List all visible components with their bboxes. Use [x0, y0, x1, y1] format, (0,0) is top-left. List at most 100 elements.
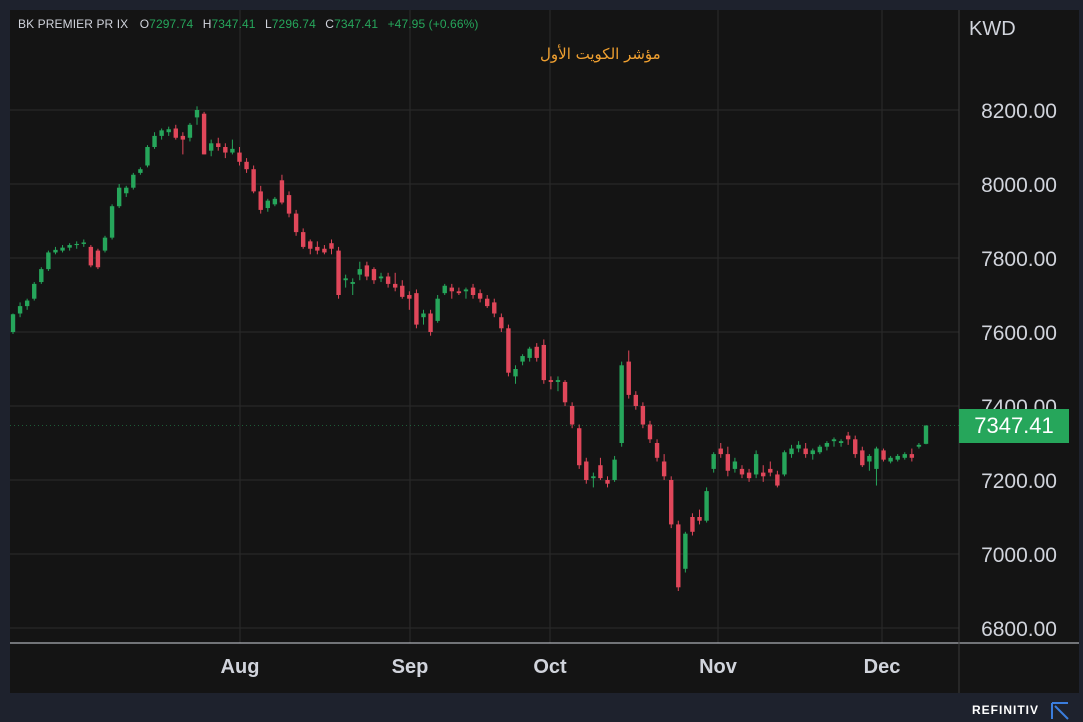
candle-up	[442, 285, 447, 294]
candle-up	[32, 283, 37, 299]
candle-up	[789, 448, 794, 455]
candle-up	[753, 454, 759, 475]
candle-up	[591, 476, 596, 479]
candle-up	[116, 187, 122, 207]
candle-down	[569, 406, 575, 425]
candle-down	[88, 246, 94, 266]
candle-up	[619, 365, 624, 443]
y-tick-label: 8000.00	[981, 174, 1057, 197]
candle-up	[350, 282, 355, 284]
candle-up	[782, 452, 787, 475]
candle-up	[838, 441, 844, 443]
candle-down	[95, 250, 101, 268]
open-value: 7297.74	[149, 17, 194, 31]
candle-up	[74, 243, 79, 246]
candle-down	[237, 152, 242, 162]
y-tick-label: 7800.00	[981, 248, 1057, 271]
candle-up	[131, 174, 136, 188]
candle-up	[138, 169, 143, 173]
candle-up	[683, 533, 688, 569]
low-value: 7296.74	[271, 17, 316, 31]
candle-down	[647, 424, 653, 440]
y-tick-label: 7600.00	[981, 322, 1057, 345]
candle-down	[336, 250, 341, 295]
high-label: H	[202, 17, 212, 31]
candle-down	[661, 461, 667, 477]
candle-down	[492, 302, 497, 314]
candle-up	[194, 110, 200, 118]
candle-down	[640, 406, 646, 425]
candle-up	[612, 459, 617, 480]
candle-up	[67, 245, 72, 248]
chart-frame: 6800.00 7000.00 7200.00 7400.00 7600.00 7800.…	[10, 10, 1079, 693]
x-tick-label: Nov	[699, 656, 738, 678]
candle-down	[180, 135, 186, 140]
candle-up	[357, 269, 362, 275]
currency-label: KWD	[969, 18, 1016, 40]
candle-up	[109, 206, 115, 238]
candlestick-chart[interactable]: 6800.007000.007200.007400.007600.007800.…	[10, 10, 1079, 693]
candle-down	[548, 380, 554, 382]
close-label: C	[325, 17, 335, 31]
last-price-badge: 7347.41	[959, 409, 1069, 443]
candle-up	[53, 249, 58, 253]
candle-up	[421, 313, 426, 318]
candle-down	[300, 232, 306, 247]
candle-down	[477, 293, 483, 299]
candle-down	[456, 291, 462, 294]
x-tick-label: Dec	[864, 656, 901, 678]
candle-down	[293, 213, 299, 233]
change-value: +47.95 (+0.66%)	[387, 17, 479, 31]
candle-up	[916, 444, 922, 447]
candle-up	[39, 269, 44, 283]
candle-down	[364, 265, 370, 277]
candle-down	[173, 128, 178, 138]
candle-down	[633, 394, 639, 406]
candle-up	[810, 450, 815, 455]
candle-down	[201, 113, 207, 155]
close-value: 7347.41	[334, 17, 379, 31]
candle-down	[371, 269, 377, 281]
candle-down	[258, 191, 263, 210]
candle-down	[909, 454, 915, 458]
candle-up	[888, 457, 893, 462]
candle-up	[513, 369, 518, 377]
candle-down	[676, 524, 681, 588]
candle-up	[555, 380, 561, 382]
candle-down	[626, 361, 631, 395]
candle-down	[725, 454, 731, 471]
candle-up	[704, 491, 709, 521]
candle-down	[598, 465, 603, 479]
candle-down	[654, 443, 660, 458]
candle-down	[803, 448, 808, 455]
candle-down	[428, 313, 433, 332]
candle-down	[584, 461, 589, 480]
y-tick-label: 6800.00	[981, 618, 1057, 641]
candle-down	[506, 328, 511, 373]
candle-down	[697, 517, 702, 521]
candle-down	[470, 287, 476, 295]
candle-down	[279, 180, 285, 203]
candle-up	[824, 443, 830, 447]
candle-up	[874, 448, 879, 469]
candle-up	[187, 124, 193, 138]
candle-up	[831, 439, 837, 442]
candle-up	[343, 278, 348, 281]
candle-down	[216, 143, 221, 147]
ohlc-legend: BK PREMIER PR IX O7297.74 H7347.41 L7296…	[18, 17, 478, 31]
brand-logo-text: REFINITIV	[972, 703, 1040, 717]
candle-up	[10, 314, 16, 332]
low-label: L	[264, 17, 272, 31]
candle-up	[166, 129, 171, 133]
candle-up	[378, 276, 384, 279]
x-tick-label: Oct	[533, 656, 567, 678]
candle-up	[60, 247, 65, 251]
candle-down	[251, 169, 256, 192]
candle-down	[315, 246, 320, 251]
candle-up	[102, 237, 108, 251]
candle-up	[711, 454, 716, 469]
candle-down	[739, 468, 745, 475]
y-tick-label: 7000.00	[981, 544, 1057, 567]
candle-down	[484, 298, 490, 307]
candle-up	[159, 130, 164, 136]
